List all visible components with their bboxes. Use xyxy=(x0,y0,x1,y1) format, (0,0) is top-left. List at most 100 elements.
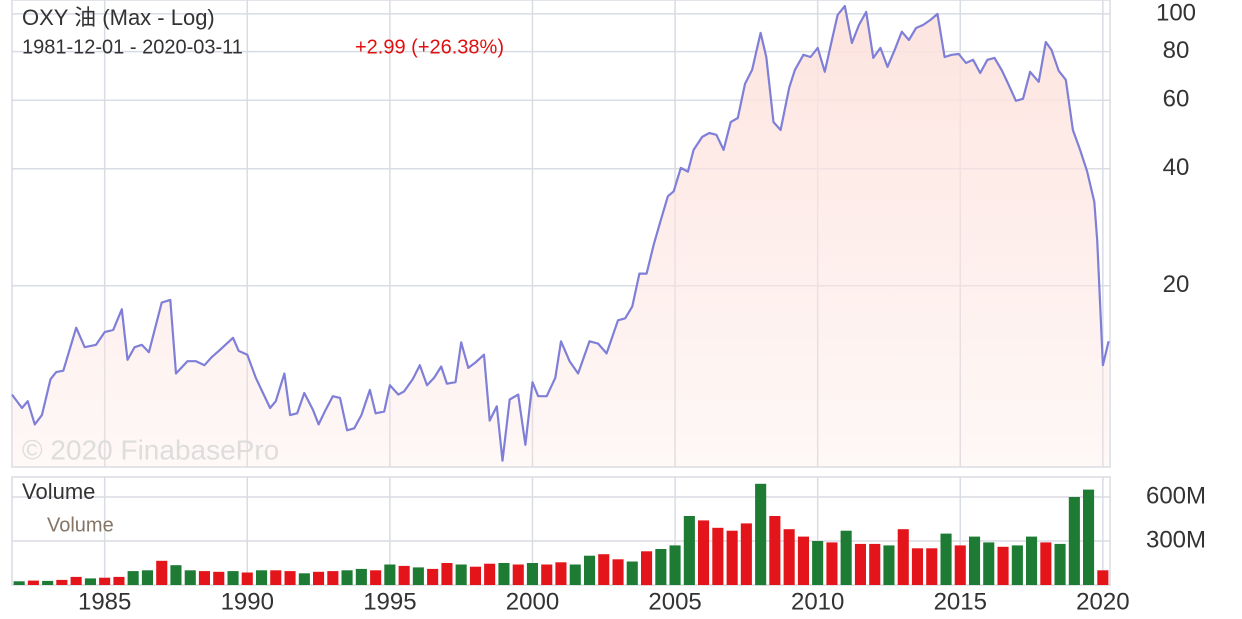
volume-bar xyxy=(797,536,809,585)
volume-bar xyxy=(1026,536,1038,585)
price-area xyxy=(12,6,1109,467)
x-tick-label: 2010 xyxy=(791,588,844,615)
volume-bar xyxy=(99,577,111,585)
volume-bar xyxy=(655,549,667,585)
y-tick-label: 60 xyxy=(1163,86,1190,113)
volume-bar xyxy=(541,564,553,585)
volume-bar xyxy=(455,564,467,585)
volume-bar xyxy=(213,571,225,585)
foreground-layer: OXY 油 (Max - Log) 1981-12-01 - 2020-03-1… xyxy=(22,5,504,536)
y-tick-label: 300M xyxy=(1146,526,1206,553)
volume-bar xyxy=(298,573,310,585)
price-change: +2.99 (+26.38%) xyxy=(355,36,504,58)
volume-bar xyxy=(926,548,938,585)
volume-bar xyxy=(555,562,567,585)
x-tick-label: 1985 xyxy=(78,588,131,615)
chart-subtitle: 1981-12-01 - 2020-03-11 xyxy=(22,36,243,58)
volume-bar xyxy=(669,545,681,585)
volume-bar xyxy=(1054,543,1066,585)
volume-bar xyxy=(498,563,510,585)
volume-bar xyxy=(1040,542,1052,585)
volume-bar xyxy=(783,529,795,585)
volume-bar xyxy=(755,483,767,586)
y-tick-label: 80 xyxy=(1163,37,1190,64)
volume-bar xyxy=(683,516,695,585)
volume-bar xyxy=(769,516,781,585)
volume-bar xyxy=(584,555,596,585)
volume-bar xyxy=(13,581,25,585)
volume-bar xyxy=(826,542,838,585)
volume-bar xyxy=(469,566,481,585)
y-tick-label: 40 xyxy=(1163,154,1190,181)
legend-entry: Volume xyxy=(47,514,114,536)
volume-bar xyxy=(840,530,852,585)
volume-bar xyxy=(1083,489,1095,585)
volume-bar xyxy=(883,545,895,585)
volume-bar xyxy=(113,576,125,585)
volume-bar xyxy=(983,542,995,585)
volume-bar xyxy=(897,529,909,585)
volume-bar xyxy=(626,561,638,585)
watermark: © 2020 FinabasePro xyxy=(22,434,279,465)
volume-bar xyxy=(284,571,296,585)
volume-bar xyxy=(56,579,68,585)
volume-bar xyxy=(27,580,39,585)
volume-bar xyxy=(869,543,881,585)
y-tick-label: 600M xyxy=(1146,482,1206,509)
volume-bar xyxy=(698,520,710,585)
volume-bar xyxy=(170,565,182,585)
volume-bar xyxy=(526,563,538,585)
volume-bar xyxy=(569,564,581,585)
volume-bar xyxy=(70,576,82,585)
volume-bar xyxy=(940,533,952,585)
volume-bar xyxy=(512,564,524,585)
volume-bar xyxy=(256,570,268,585)
volume-bar xyxy=(484,563,496,585)
volume-bar xyxy=(712,527,724,585)
chart-title: OXY 油 (Max - Log) xyxy=(22,5,215,30)
volume-bar xyxy=(598,554,610,585)
volume-bar xyxy=(327,571,339,585)
x-tick-label: 1990 xyxy=(221,588,274,615)
volume-bar xyxy=(740,523,752,585)
volume-bar xyxy=(612,559,624,585)
volume-bar xyxy=(412,567,424,585)
volume-bar xyxy=(427,568,439,585)
x-tick-label: 2005 xyxy=(648,588,701,615)
volume-bar xyxy=(241,572,253,585)
volume-bar xyxy=(911,548,923,585)
volume-bar xyxy=(384,564,396,585)
x-tick-label: 2015 xyxy=(934,588,987,615)
volume-bar xyxy=(184,570,196,585)
volume-bar xyxy=(441,563,453,585)
volume-bar xyxy=(726,530,738,585)
x-tick-label: 2020 xyxy=(1076,588,1129,615)
volume-bar xyxy=(127,571,139,585)
volume-title: Volume xyxy=(22,479,95,504)
volume-bar xyxy=(398,565,410,585)
volume-bar xyxy=(641,551,653,586)
volume-bar xyxy=(370,570,382,585)
y-tick-label: 20 xyxy=(1163,271,1190,298)
volume-bar xyxy=(270,570,282,585)
volume-bar xyxy=(969,536,981,585)
volume-bar xyxy=(227,571,239,585)
volume-bar xyxy=(156,560,168,585)
volume-bar xyxy=(997,546,1009,585)
volume-bar xyxy=(84,578,96,585)
x-tick-label: 1995 xyxy=(363,588,416,615)
volume-bar xyxy=(812,541,824,585)
volume-bar xyxy=(198,571,210,585)
volume-bar xyxy=(1068,497,1080,585)
volume-bar xyxy=(42,580,54,585)
x-tick-label: 2000 xyxy=(506,588,559,615)
volume-bar xyxy=(355,568,367,585)
volume-bar xyxy=(141,570,153,585)
volume-bar xyxy=(954,545,966,585)
volume-bar xyxy=(854,543,866,585)
volume-bar xyxy=(1011,545,1023,585)
volume-bar xyxy=(313,571,325,585)
volume-bar xyxy=(341,570,353,585)
